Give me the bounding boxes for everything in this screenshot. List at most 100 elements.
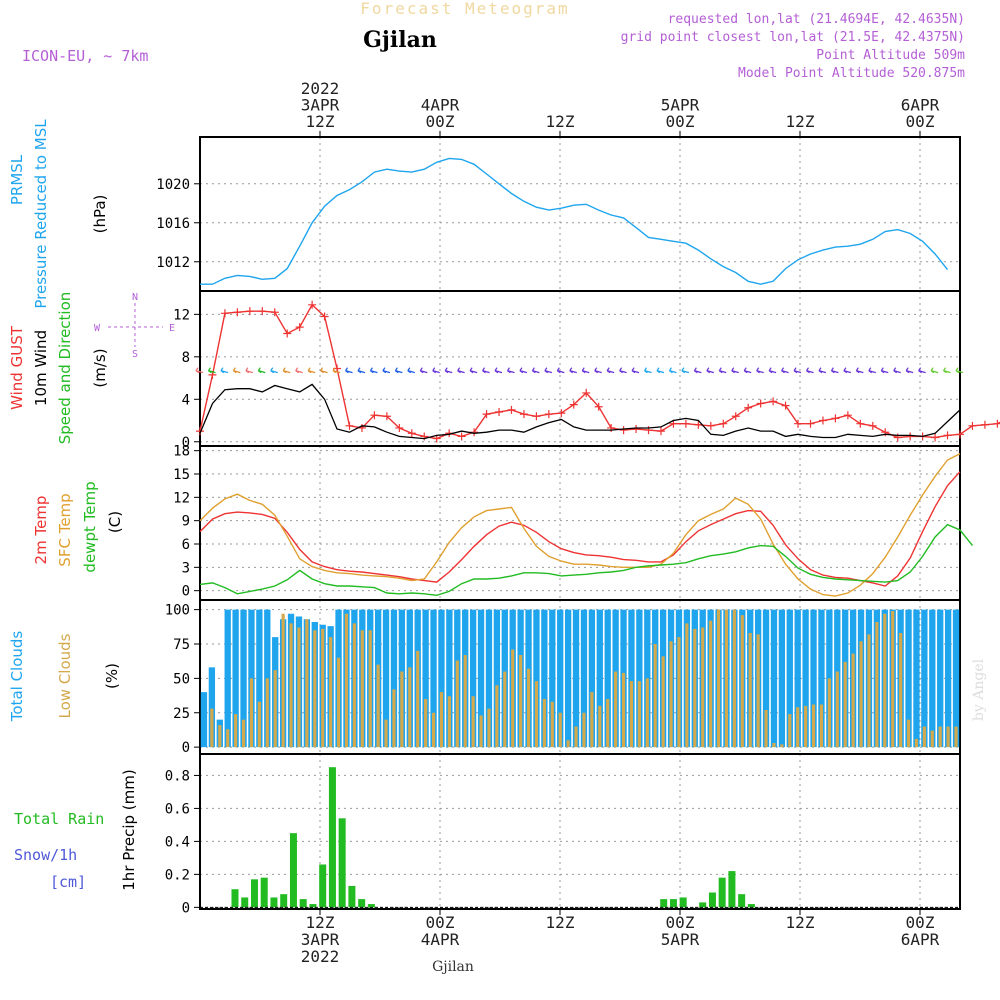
time-label-top: 00Z: [426, 112, 455, 131]
rain-bar: [260, 877, 268, 908]
low-cloud-bar: [685, 623, 689, 748]
total-cloud-bar: [422, 609, 429, 748]
rain-bar: [747, 904, 755, 908]
low-cloud-bar: [701, 627, 705, 748]
gust-marker: [756, 399, 765, 408]
low-cloud-bar: [827, 678, 831, 748]
total-cloud-bar: [794, 609, 801, 748]
low-cloud-bar: [534, 681, 539, 748]
low-cloud-bar: [495, 685, 499, 748]
temp-label-2: SFC Temp: [56, 493, 74, 566]
gust-marker: [706, 421, 715, 430]
precip-ylabel: 1hr Precip (mm): [120, 769, 138, 890]
time-label-bottom: 6APR: [901, 930, 940, 949]
total-cloud-bar: [564, 609, 572, 748]
pressure-frame: [199, 136, 961, 292]
total-cloud-bar: [937, 609, 944, 748]
time-label-bottom: 00Z: [906, 913, 935, 932]
low-cloud-bar: [606, 699, 610, 748]
low-cloud-bar: [471, 696, 475, 748]
total-cloud-bar: [256, 609, 263, 748]
temp-ytick-label: 9: [182, 514, 190, 530]
time-label-bottom: 12Z: [546, 913, 575, 932]
total-cloud-bar: [541, 609, 548, 748]
rain-bar: [669, 899, 677, 908]
low-cloud-bar: [740, 615, 744, 748]
gust-marker: [906, 432, 915, 441]
rain-bar: [280, 894, 288, 908]
gust-marker: [806, 419, 815, 428]
low-cloud-bar: [408, 667, 412, 748]
total-cloud-bar: [557, 609, 564, 748]
wind-arrow-icon: [295, 367, 303, 374]
low-cloud-bar: [946, 726, 950, 748]
low-cloud-bar: [669, 641, 673, 748]
location-title: Gjilan: [363, 27, 437, 53]
wind-arrow-icon: [394, 367, 403, 374]
low-cloud-bar: [455, 660, 459, 748]
time-label-top: 3APR: [301, 96, 340, 115]
low-cloud-bar: [867, 634, 871, 748]
precip-ytick-label: 0.4: [165, 834, 190, 850]
total-cloud-bar: [390, 609, 398, 748]
low-cloud-bar: [479, 715, 483, 748]
wind-arrow-icon: [232, 367, 241, 374]
total-cloud-bar: [762, 609, 770, 748]
low-cloud-bar: [360, 630, 364, 748]
wind-arrow-icon: [245, 367, 254, 374]
wind-arrow-icon: [282, 367, 291, 374]
temp-ytick-label: 6: [182, 537, 190, 553]
gust-marker: [831, 414, 840, 423]
total-cloud-bar: [913, 609, 920, 748]
wind-arrow-icon: [718, 367, 727, 374]
total-cloud-bar: [944, 609, 952, 748]
gust-marker: [843, 411, 852, 420]
wind-arrow-icon: [207, 367, 216, 374]
rain-bar: [231, 889, 239, 908]
low-cloud-bar: [321, 628, 325, 748]
rain-bar: [358, 899, 366, 908]
low-cloud-bar: [645, 678, 649, 748]
wind-arrow-icon: [619, 367, 627, 374]
total-cloud-bar: [952, 609, 960, 748]
time-label-bottom: 3APR: [301, 930, 340, 949]
gust-marker: [868, 421, 877, 430]
low-cloud-bar: [297, 627, 301, 748]
time-label-top: 00Z: [666, 112, 695, 131]
wind-arrow-icon: [743, 367, 752, 374]
low-cloud-bar: [590, 692, 594, 748]
rain-bar: [309, 904, 317, 908]
rain-bar: [289, 833, 297, 908]
total-cloud-bar: [921, 609, 928, 748]
wind-arrow-icon: [843, 367, 852, 374]
clouds-ytick-label: 100: [165, 603, 190, 619]
low-cloud-bar: [384, 719, 388, 748]
gust-marker: [283, 329, 292, 338]
gust-marker: [619, 426, 628, 435]
wind-arrow-icon: [731, 367, 739, 374]
low-cloud-bar: [400, 671, 404, 748]
low-cloud-bar: [843, 661, 847, 748]
rain-bar: [250, 879, 258, 908]
low-cloud-bar: [621, 672, 626, 748]
wind-arrow-icon: [830, 367, 839, 374]
low-cloud-bar: [930, 730, 934, 748]
grid-point-coords: grid point closest lon,lat (21.5E, 42.43…: [621, 30, 965, 45]
total-cloud-bar: [446, 609, 453, 748]
low-cloud-bar: [598, 705, 602, 748]
low-cloud-bar: [756, 634, 760, 748]
rain-bar: [679, 897, 687, 908]
total-cloud-bar: [628, 609, 635, 748]
gust-marker: [794, 419, 803, 428]
requested-coords: requested lon,lat (21.4694E, 42.4635N): [668, 12, 965, 27]
wind-arrow-icon: [930, 367, 939, 374]
time-label-bottom: 00Z: [426, 913, 455, 932]
wind-arrow-icon: [469, 367, 478, 374]
low-cloud-bar: [439, 692, 444, 748]
gust-marker: [457, 432, 466, 441]
total-cloud-bar: [572, 609, 580, 748]
low-cloud-bar: [764, 710, 768, 748]
low-cloud-bar: [804, 705, 808, 748]
wind-arrow-icon: [270, 367, 278, 374]
gust-marker: [482, 410, 491, 419]
